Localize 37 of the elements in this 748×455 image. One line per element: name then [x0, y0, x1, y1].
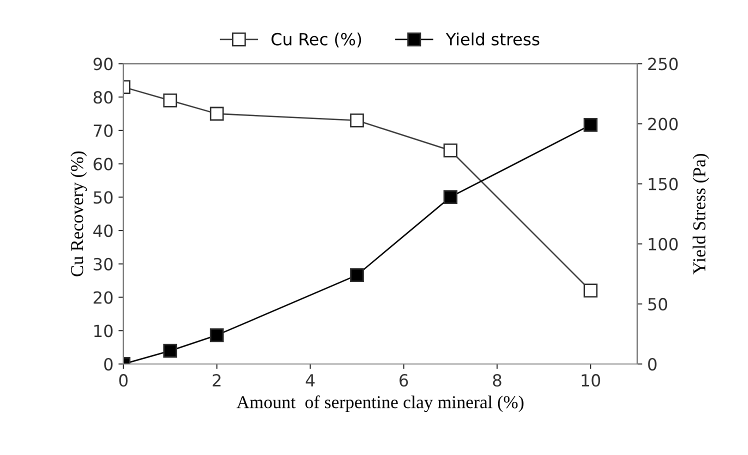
y-tick-label: 90 — [94, 58, 113, 70]
x-tick-label: 4 — [306, 374, 315, 386]
y2-axis-title: Yield Stress (Pa) — [692, 154, 710, 274]
point — [210, 328, 224, 342]
point — [584, 284, 598, 298]
y-tick-label: 40 — [93, 224, 113, 238]
point — [443, 144, 458, 158]
point — [350, 268, 364, 282]
y2-tick-label: 100 — [648, 238, 678, 250]
x-tick-label: 0 — [119, 374, 128, 387]
y2-tick-label: 200 — [648, 118, 678, 130]
x-tick-label: 2 — [212, 374, 220, 386]
x-axis-title: Amount of serpentine clay mineral (%) — [236, 395, 524, 412]
legend-label: Cu Rec (%) — [272, 32, 362, 48]
x-tick-label: 6 — [400, 374, 408, 387]
y-tick-label: 10 — [94, 324, 113, 338]
y2-tick-label: 250 — [648, 58, 678, 70]
point — [584, 118, 598, 132]
y-tick-label: 50 — [94, 191, 113, 204]
y-tick-label: 20 — [94, 291, 113, 304]
y-tick-label: 70 — [94, 124, 113, 137]
point — [163, 93, 178, 108]
point — [443, 190, 458, 204]
y-tick-label: 30 — [94, 258, 113, 270]
y-axis-title: Cu Recovery (%) — [70, 151, 87, 276]
y-tick-label: 0 — [104, 358, 113, 371]
point — [163, 344, 178, 358]
y2-tick-label: 50 — [648, 298, 668, 311]
x-tick-label: 8 — [492, 374, 502, 387]
legend-label: Yield stress — [446, 32, 540, 46]
y-tick-label: 60 — [94, 158, 113, 170]
x-tick-label: 10 — [582, 374, 600, 387]
point — [210, 106, 224, 121]
y2-tick-label: 0 — [648, 358, 657, 371]
point — [350, 113, 364, 128]
y-tick-label: 80 — [94, 91, 113, 104]
y2-tick-label: 150 — [648, 178, 678, 190]
